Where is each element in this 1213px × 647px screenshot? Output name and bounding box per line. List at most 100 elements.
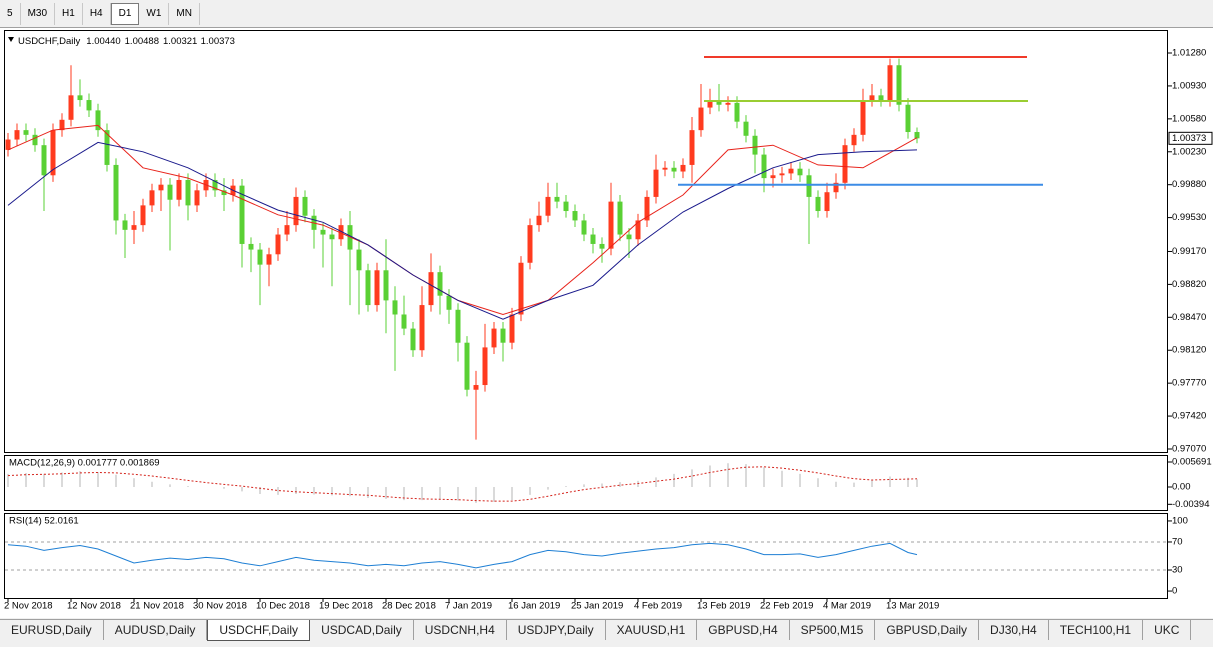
y-tick-label: 1.00580 <box>1172 113 1206 124</box>
indicator-line <box>7 542 918 569</box>
candle-body <box>842 145 848 183</box>
candle-body <box>626 234 632 240</box>
candle-body <box>302 196 308 216</box>
candle-body <box>725 102 731 105</box>
candle-body <box>797 168 803 176</box>
y-tick-label: 0.99880 <box>1172 179 1206 190</box>
candle-body <box>122 220 128 230</box>
candle-body <box>320 229 326 235</box>
candle-body <box>41 145 47 176</box>
candle-body <box>653 169 659 197</box>
x-tick-label: 16 Jan 2019 <box>508 601 560 612</box>
chart-tab[interactable]: UKC <box>1143 620 1192 640</box>
symbol-menu-arrow <box>8 37 14 42</box>
candle-body <box>14 130 20 140</box>
y-tick-label: -0.00394 <box>1172 499 1210 510</box>
candle-body <box>680 164 686 172</box>
candle-body <box>761 154 767 179</box>
candle-body <box>734 102 740 122</box>
candle-body <box>248 243 254 250</box>
candle-body <box>851 134 857 146</box>
candle-body <box>464 342 470 390</box>
candle-body <box>878 95 884 101</box>
chart-header: USDCHF,Daily 1.00440 1.00488 1.00321 1.00373 <box>18 36 235 47</box>
timeframe-button[interactable]: H4 <box>83 2 111 25</box>
y-tick-label: 0.97070 <box>1172 444 1206 455</box>
candle-body <box>293 196 299 226</box>
candle-body <box>689 130 695 165</box>
chart-tab[interactable]: GBPUSD,H4 <box>697 620 790 640</box>
candle-body <box>896 65 902 105</box>
candle-body <box>833 182 839 193</box>
candle-body <box>284 225 290 235</box>
timeframe-button[interactable]: D1 <box>110 2 140 25</box>
y-tick-label: 1.00230 <box>1172 146 1206 157</box>
x-tick-label: 13 Mar 2019 <box>886 601 939 612</box>
y-tick-label: 0.98820 <box>1172 279 1206 290</box>
candle-body <box>806 175 812 197</box>
timeframe-button[interactable]: 5 <box>0 2 21 25</box>
candle-body <box>266 254 272 265</box>
x-tick-label: 21 Nov 2018 <box>130 601 184 612</box>
y-tick-label: 0.98470 <box>1172 312 1206 323</box>
x-tick-label: 12 Nov 2018 <box>67 601 121 612</box>
chart-tab[interactable]: TECH100,H1 <box>1048 620 1144 640</box>
candle-body <box>617 201 623 235</box>
chart-tab[interactable]: USDCHF,Daily <box>207 620 311 641</box>
timeframe-button[interactable]: MN <box>169 2 200 25</box>
candle-body <box>437 272 443 296</box>
chart-tab[interactable]: SP500,M15 <box>789 620 876 640</box>
timeframe-button[interactable]: W1 <box>139 2 170 25</box>
y-tick-label: 0.00 <box>1172 482 1191 493</box>
candle-body <box>95 110 101 131</box>
candle-body <box>113 164 119 221</box>
y-tick-label: 100 <box>1172 515 1188 526</box>
timeframe-button[interactable]: H1 <box>55 2 83 25</box>
y-tick-label: 0.97770 <box>1172 378 1206 389</box>
current-price-box <box>1168 131 1213 145</box>
chart-tab[interactable]: GBPUSD,Daily <box>875 620 980 640</box>
candle-body <box>743 121 749 136</box>
rsi-panel-frame <box>4 513 1168 599</box>
ohlc-value: 1.00440 <box>86 36 120 47</box>
timeframe-button[interactable]: M30 <box>21 2 56 25</box>
candle-body <box>698 107 704 131</box>
ohlc-value: 1.00321 <box>163 36 197 47</box>
candle-body <box>104 130 110 165</box>
candle-body <box>788 168 794 174</box>
x-tick-label: 7 Jan 2019 <box>445 601 492 612</box>
x-tick-label: 4 Feb 2019 <box>634 601 682 612</box>
candle-body <box>905 104 911 133</box>
chart-tab[interactable]: DJ30,H4 <box>979 620 1049 640</box>
y-tick-label: 70 <box>1172 536 1183 547</box>
candle-body <box>221 190 227 196</box>
chart-tab[interactable]: AUDUSD,Daily <box>103 620 208 640</box>
candle-body <box>275 234 281 255</box>
timeframe-toolbar: 5 M30 H1 H4 D1 W1 MN <box>0 0 1213 28</box>
chart-tab[interactable]: USDCNH,H4 <box>413 620 507 640</box>
candle-body <box>752 135 758 155</box>
candle-body <box>68 95 74 120</box>
candle-body <box>536 215 542 226</box>
candle-body <box>410 328 416 351</box>
candle-body <box>662 167 668 170</box>
candle-body <box>86 100 92 111</box>
candle-body <box>59 119 65 131</box>
x-tick-label: 22 Feb 2019 <box>760 601 813 612</box>
y-tick-label: 1.00930 <box>1172 80 1206 91</box>
chart-tab[interactable]: XAUUSD,H1 <box>605 620 698 640</box>
candle-body <box>770 175 776 179</box>
chart-tab[interactable]: USDCAD,Daily <box>310 620 414 640</box>
indicator-title: MACD(12,26,9) 0.001777 0.001869 <box>9 458 160 469</box>
macd-panel-frame <box>4 455 1168 511</box>
candle-body <box>491 328 497 348</box>
y-tick-label: 0.99530 <box>1172 212 1206 223</box>
candle-body <box>5 139 11 150</box>
candle-body <box>707 100 713 108</box>
chart-tab[interactable]: EURUSD,Daily <box>0 620 104 640</box>
x-tick-label: 13 Feb 2019 <box>697 601 750 612</box>
candle-body <box>860 100 866 135</box>
chart-tab[interactable]: USDJPY,Daily <box>506 620 606 640</box>
candle-body <box>563 201 569 212</box>
